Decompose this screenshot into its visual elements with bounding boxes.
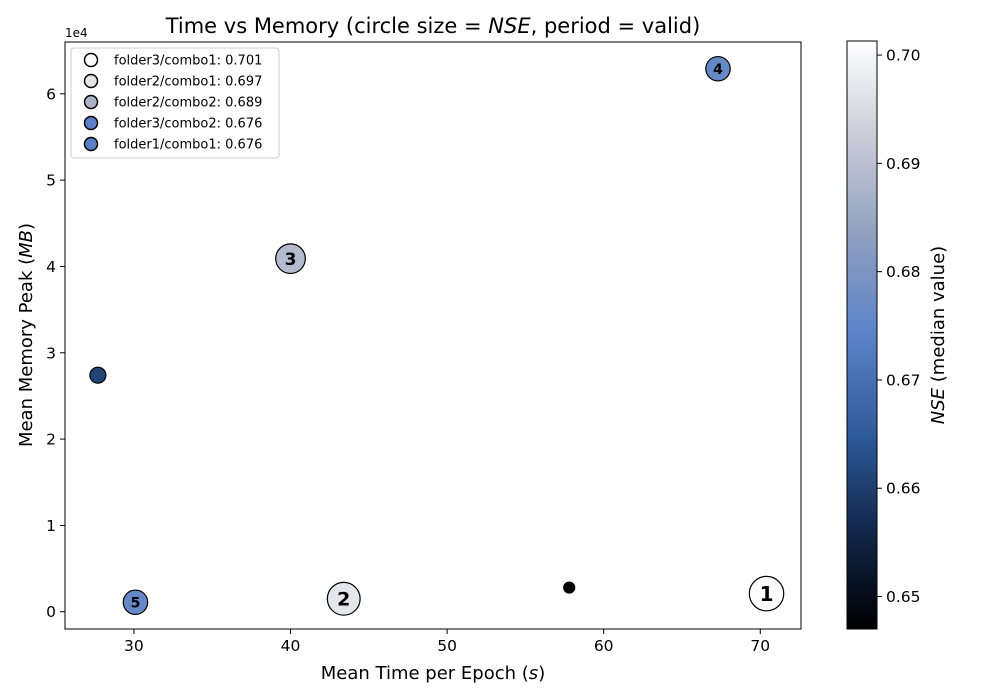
legend-box bbox=[70, 47, 280, 159]
y-axis-label: Mean Memory Peak (MB) bbox=[16, 223, 37, 447]
scatter-point-folder2-combo1 bbox=[326, 581, 361, 616]
y-axis-ticks: 0 1 2 3 4 5 6 bbox=[46, 85, 65, 621]
y-axis-offset-label: 1e4 bbox=[65, 26, 88, 40]
y-tick-label: 3 bbox=[46, 344, 56, 362]
point-rank-label: 2 bbox=[337, 589, 350, 611]
y-tick-label: 2 bbox=[46, 431, 56, 449]
colorbar bbox=[846, 40, 878, 630]
chart-title: Time vs Memory (circle size = NSE, perio… bbox=[165, 14, 701, 38]
y-tick-label: 0 bbox=[46, 603, 56, 621]
legend-label: folder3/combo2: 0.676 bbox=[114, 117, 262, 132]
x-tick-label: 40 bbox=[281, 637, 301, 655]
scatter-point bbox=[563, 581, 576, 594]
colorbar-label: NSE (median value) bbox=[928, 246, 949, 424]
x-axis-label: Mean Time per Epoch (s) bbox=[321, 663, 545, 684]
legend-marker bbox=[83, 94, 99, 110]
legend-marker bbox=[83, 136, 99, 152]
x-tick-label: 50 bbox=[437, 637, 457, 655]
colorbar-tick-label: 0.67 bbox=[886, 371, 921, 389]
colorbar-tick-label: 0.65 bbox=[886, 588, 921, 606]
scatter-point-folder1-combo1 bbox=[122, 589, 149, 616]
x-tick-label: 70 bbox=[750, 637, 770, 655]
legend-label: folder2/combo1: 0.697 bbox=[114, 75, 262, 90]
point-rank-label: 3 bbox=[285, 250, 297, 270]
y-tick-label: 5 bbox=[46, 172, 56, 190]
legend-marker bbox=[83, 52, 99, 68]
scatter-point-folder2-combo2 bbox=[275, 243, 306, 275]
legend-marker bbox=[83, 73, 99, 89]
legend-label: folder1/combo1: 0.676 bbox=[114, 138, 262, 153]
colorbar-tick-label: 0.66 bbox=[886, 480, 921, 498]
y-tick-label: 4 bbox=[46, 258, 56, 276]
colorbar-tick-label: 0.70 bbox=[886, 47, 921, 65]
legend: folder3/combo1: 0.701 folder2/combo1: 0.6… bbox=[70, 47, 280, 159]
y-tick-label: 6 bbox=[46, 85, 56, 103]
legend-label: folder3/combo1: 0.701 bbox=[114, 54, 262, 69]
point-rank-label: 4 bbox=[713, 62, 723, 78]
x-tick-label: 30 bbox=[124, 637, 144, 655]
point-rank-label: 1 bbox=[760, 582, 774, 606]
y-tick-label: 1 bbox=[46, 517, 56, 535]
x-axis-ticks: 30 40 50 60 70 bbox=[124, 629, 770, 655]
colorbar-tick-label: 0.69 bbox=[886, 155, 921, 173]
scatter-points: 1 2 3 4 5 bbox=[89, 55, 785, 616]
colorbar-tick-label: 0.68 bbox=[886, 263, 921, 281]
legend-label: folder2/combo2: 0.689 bbox=[114, 96, 262, 111]
scatter-point-folder3-combo1 bbox=[748, 575, 785, 612]
scatter-point bbox=[89, 366, 107, 384]
legend-marker bbox=[83, 115, 99, 131]
point-rank-label: 5 bbox=[131, 595, 141, 611]
x-tick-label: 60 bbox=[594, 637, 614, 655]
scatter-point-folder3-combo2 bbox=[705, 55, 731, 82]
colorbar-ticks: 0.65 0.66 0.67 0.68 0.69 0.70 bbox=[877, 47, 921, 606]
